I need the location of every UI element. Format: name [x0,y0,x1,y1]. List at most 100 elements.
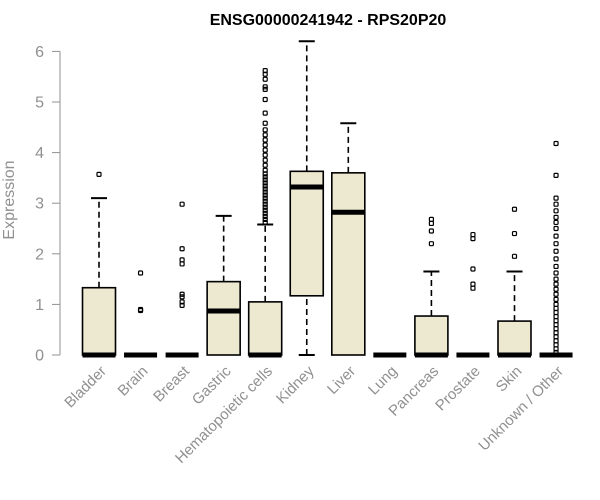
outlier-point [262,180,268,186]
y-tick-label: 4 [35,145,44,162]
outlier-point [553,305,559,312]
outlier-point [553,317,559,324]
box-brain [124,270,158,358]
outlier-point [553,286,559,292]
outlier-point [470,266,476,272]
outlier-point [262,127,268,133]
outlier-point [262,207,268,213]
outlier-point [179,246,185,252]
outlier-point [179,299,185,305]
outlier-point [511,206,518,212]
y-tick-label: 3 [35,196,44,213]
outlier-point [262,201,268,207]
outlier-point [428,220,434,227]
outlier-point [553,276,559,282]
box-iqr [81,286,117,356]
outlier-point [179,261,185,267]
box-series [81,40,573,358]
outlier-point [262,152,268,158]
outlier-point [262,195,268,201]
outlier-point [96,171,102,177]
x-tick-label: Skin [493,363,526,396]
box-iqr [330,172,366,356]
box-unknown-other [539,140,573,358]
outlier-point [553,256,559,262]
outlier-point [511,253,518,259]
outlier-point [470,231,476,238]
outlier-point [262,68,268,74]
y-tick-label: 2 [35,246,44,263]
box-liver [330,122,366,356]
box-bladder [81,171,117,358]
box-prostate [456,231,490,358]
outlier-point [428,216,434,222]
outlier-point [262,76,268,82]
y-tick-label: 0 [35,348,44,365]
outlier-point [553,338,559,344]
outlier-point [262,213,268,219]
outlier-point [553,313,559,320]
outlier-point [553,281,559,287]
box-kidney [289,40,325,356]
outlier-point [262,216,268,222]
box-gastric [206,214,241,356]
outlier-point [262,84,268,90]
y-tick-label: 6 [35,44,44,61]
outlier-point [553,208,559,214]
box-iqr [497,320,532,356]
outlier-point [553,346,559,352]
y-tick-label: 1 [35,297,44,314]
outlier-point [262,96,268,103]
outlier-point [553,195,559,201]
box-iqr [414,315,449,356]
outlier-point [553,241,559,247]
box-iqr [247,301,283,356]
outlier-point [262,132,268,138]
outlier-point [179,201,185,207]
outlier-point [553,330,559,336]
y-axis: 0 1 2 3 4 5 6 [35,44,61,365]
outlier-point [137,306,144,313]
outlier-point [179,291,185,297]
outlier-point [470,281,476,287]
outlier-point [553,248,559,254]
outlier-point [262,86,268,92]
outlier-point [553,296,559,302]
box-hematopoietic-cells [247,68,283,358]
outlier-point [553,334,559,340]
box-iqr [206,280,241,356]
outlier-point [553,326,559,332]
x-tick-label: Liver [324,363,359,398]
outlier-point [262,177,268,183]
outlier-point [262,210,268,216]
outlier-point [262,142,268,148]
outlier-point [553,270,559,276]
outlier-point [553,309,559,316]
outlier-point [553,214,559,220]
outlier-point [553,263,559,270]
chart-title: ENSG00000241942 - RPS20P20 [210,12,447,29]
x-tick-label: Breast [150,362,193,405]
outlier-point [553,201,559,207]
outlier-point [262,198,268,204]
outlier-point [179,294,185,300]
box-pancreas [414,216,449,358]
outlier-point [553,342,559,348]
outlier-point [553,233,559,239]
box-skin [497,206,532,358]
outlier-point [262,219,268,226]
outlier-point [553,322,559,328]
outlier-point [262,167,268,173]
x-tick-label: Kidney [273,362,318,407]
outlier-point [262,189,268,195]
outlier-point [553,301,559,307]
outlier-point [262,120,268,126]
y-tick-label: 5 [35,95,44,112]
outlier-point [262,204,268,210]
outlier-point [553,172,559,178]
outlier-point [262,192,268,198]
outlier-point [428,241,434,247]
outlier-point [262,137,268,143]
